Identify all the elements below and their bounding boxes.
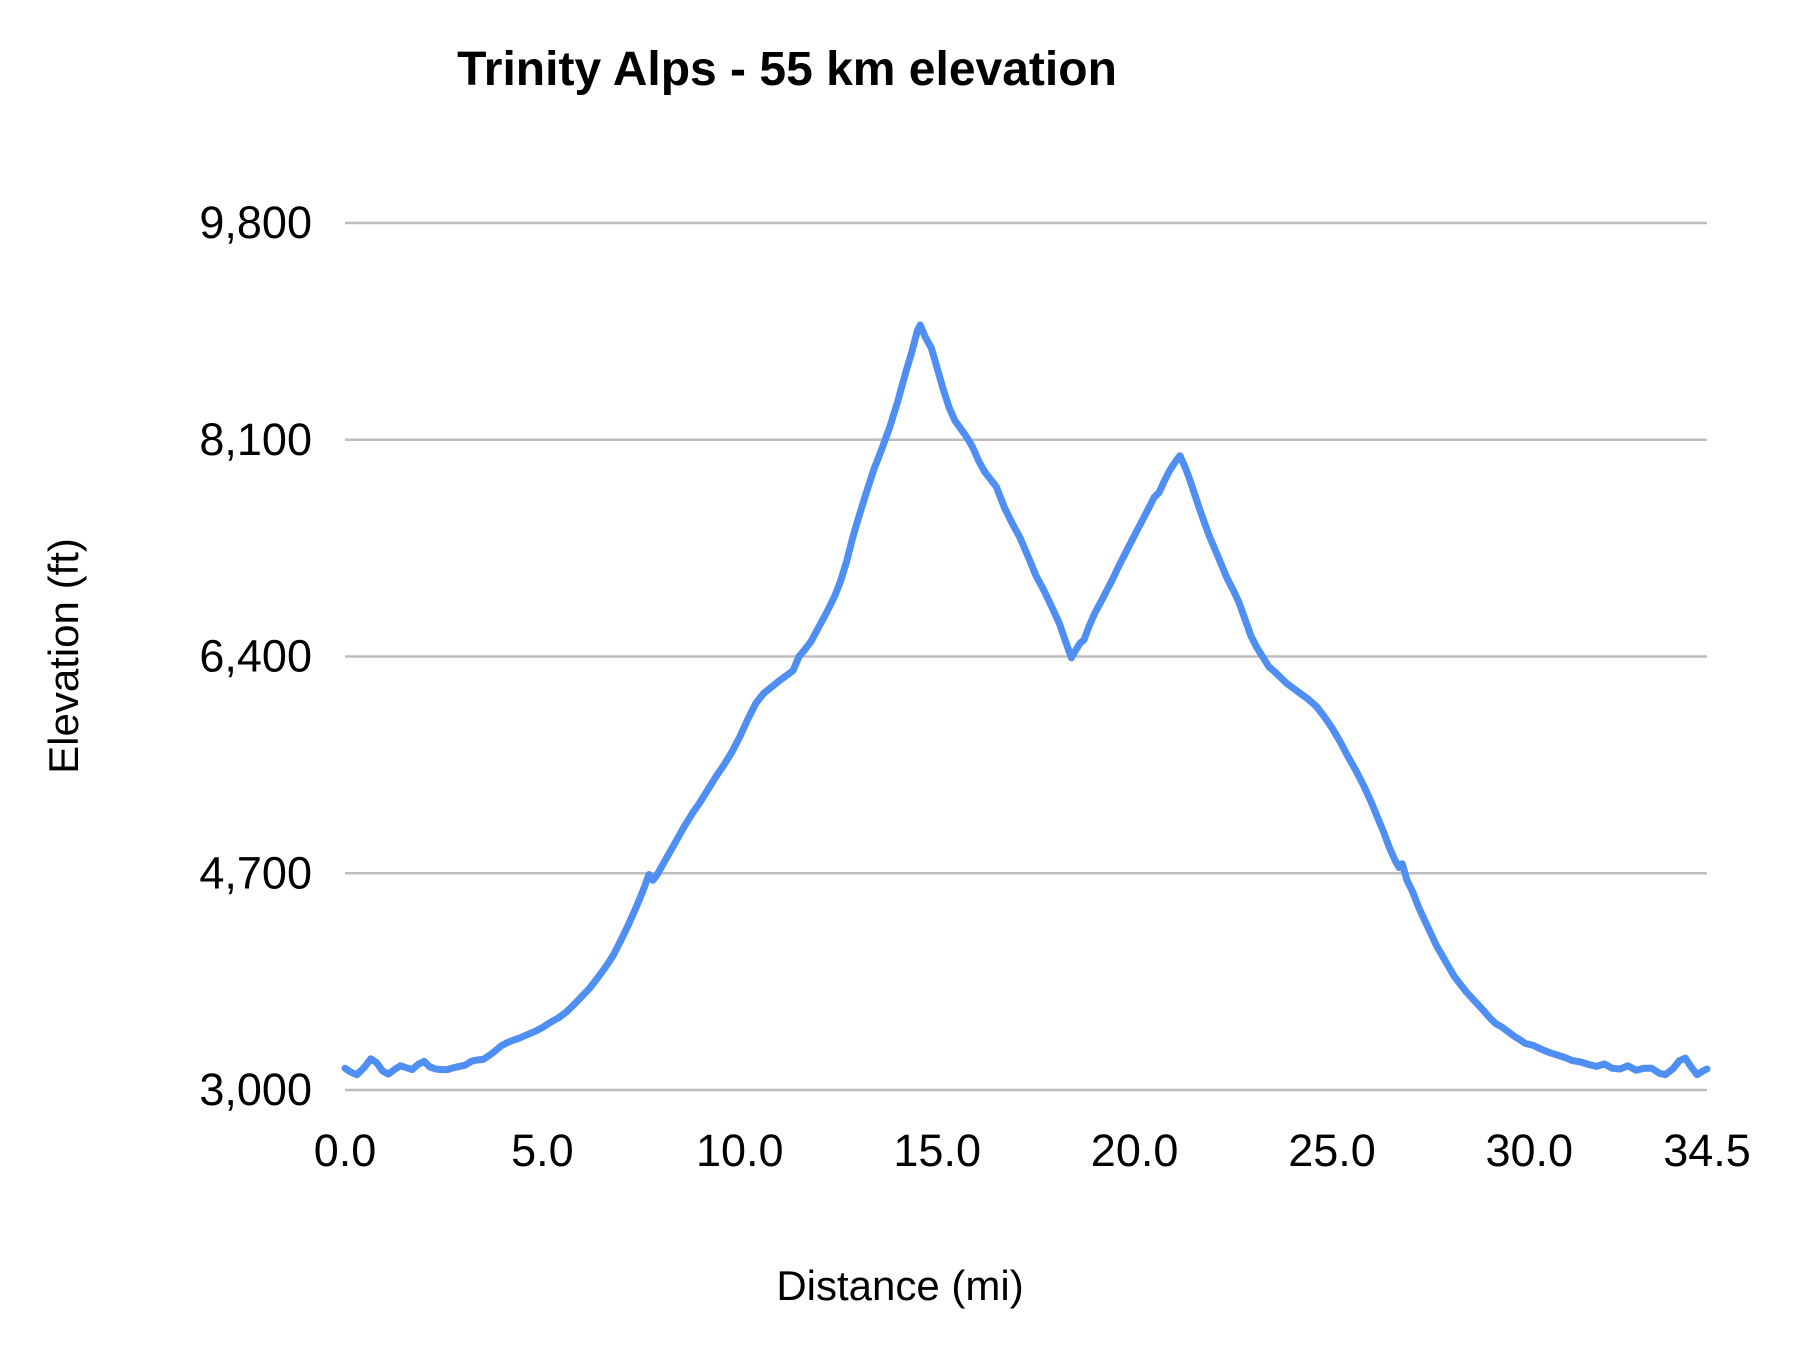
x-tick-label: 15.0 — [893, 1125, 981, 1176]
x-tick-label: 20.0 — [1091, 1125, 1179, 1176]
y-tick-label: 8,100 — [199, 414, 312, 465]
x-tick-label: 34.5 — [1663, 1125, 1751, 1176]
x-axis-title: Distance (mi) — [776, 1262, 1024, 1309]
x-tick-label: 0.0 — [314, 1125, 377, 1176]
chart-title: Trinity Alps - 55 km elevation — [457, 43, 1117, 96]
y-tick-label: 9,800 — [199, 197, 312, 248]
y-tick-label: 6,400 — [199, 631, 312, 682]
x-tick-label: 25.0 — [1288, 1125, 1376, 1176]
x-tick-label: 5.0 — [511, 1125, 574, 1176]
y-tick-label: 3,000 — [199, 1064, 312, 1115]
x-tick-label: 30.0 — [1486, 1125, 1574, 1176]
x-tick-label: 10.0 — [696, 1125, 784, 1176]
elevation-line — [341, 321, 1711, 1079]
y-tick-label: 4,700 — [199, 847, 312, 898]
